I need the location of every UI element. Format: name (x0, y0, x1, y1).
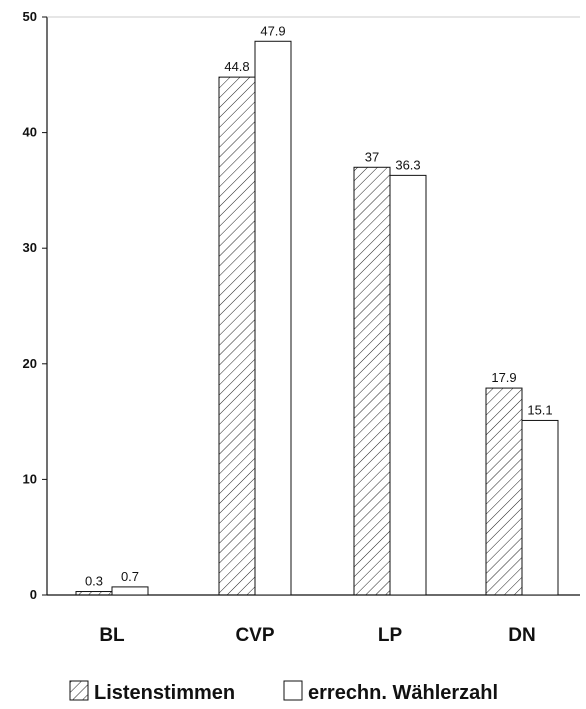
chart-bars (75, 40, 559, 596)
legend-label-waehlerzahl: errechn. Wählerzahl (308, 682, 498, 704)
category-label-dn: DN (508, 625, 535, 646)
bar-lp-series-2 (389, 174, 427, 596)
y-tick-label: 30 (23, 240, 37, 255)
y-tick-label: 20 (23, 356, 37, 371)
y-tick-label: 0 (30, 587, 37, 602)
bar-bl-series-1 (75, 591, 113, 596)
bar-dn-series-2 (521, 419, 559, 596)
data-labels: 0.3 0.7 44.8 47.9 37 36.3 17.9 15.1 (85, 23, 553, 588)
bar-lp-series-1 (353, 166, 391, 596)
chart-legend: Listenstimmen errechn. Wählerzahl (69, 680, 498, 704)
legend-swatch-waehlerzahl (283, 680, 303, 701)
y-tick-label: 50 (23, 9, 37, 24)
x-axis-category-labels: BL CVP LP DN (99, 625, 535, 646)
y-axis-ticks: 0 10 20 30 40 50 (23, 9, 47, 602)
legend-label-listenstimmen: Listenstimmen (94, 682, 235, 704)
data-label-cvp-series-1: 44.8 (224, 59, 249, 74)
data-label-lp-series-2: 36.3 (395, 157, 420, 172)
data-label-bl-series-2: 0.7 (121, 569, 139, 584)
bar-dn-series-1 (485, 387, 523, 596)
data-label-dn-series-1: 17.9 (491, 370, 516, 385)
category-label-bl: BL (99, 625, 125, 646)
data-label-bl-series-1: 0.3 (85, 574, 103, 589)
bar-cvp-series-2 (254, 40, 292, 596)
bar-cvp-series-1 (218, 76, 256, 596)
data-label-cvp-series-2: 47.9 (260, 23, 285, 38)
data-label-dn-series-2: 15.1 (527, 402, 552, 417)
legend-swatch-listenstimmen (69, 680, 89, 701)
data-label-lp-series-1: 37 (365, 149, 379, 164)
y-tick-label: 40 (23, 125, 37, 140)
y-tick-label: 10 (23, 471, 37, 486)
category-label-lp: LP (378, 625, 403, 646)
category-label-cvp: CVP (235, 625, 274, 646)
bar-bl-series-2 (111, 586, 149, 596)
